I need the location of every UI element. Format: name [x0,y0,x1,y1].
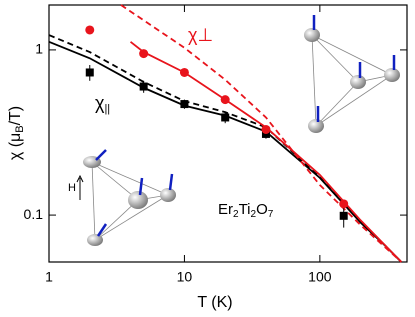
marker [180,100,189,109]
curve [120,4,402,263]
tetrahedron-right [304,15,400,133]
compound-part: Er [218,201,233,218]
compound-sub: 7 [268,209,274,220]
marker [179,67,189,77]
compound-part: O [256,201,268,218]
field-label: H [68,182,76,194]
marker [85,25,95,35]
tetrahedron-left [76,149,176,246]
marker [85,68,94,77]
y-tick-label: 0.1 [24,206,44,222]
y-tick-label: 1 [35,41,43,57]
y-label-part: /T) [7,106,24,126]
marker [339,199,349,209]
chi-perp-label: χ⊥ [188,25,213,45]
compound-label: Er2Ti2O7 [218,201,274,220]
marker [139,49,149,59]
compound-sub: 2 [251,209,257,220]
y-label-sub: B [14,125,26,132]
marker [139,82,148,91]
y-axis-label: χ (μB/T) [7,106,26,160]
marker [339,211,348,220]
marker [221,113,230,122]
x-tick-label: 1 [45,269,53,285]
x-tick-label: 100 [308,269,332,285]
plot-frame [48,4,408,263]
curve [48,34,403,263]
chi-par-sub: || [104,103,110,115]
chi-par-symbol: χ [95,93,105,113]
marker [261,124,271,134]
marker [220,95,230,105]
y-label-part: χ (μ [7,133,24,160]
x-axis-label: T (K) [197,294,232,311]
curve [129,41,403,263]
chi-par-label: χ|| [95,93,110,115]
compound-part: Ti [239,201,251,218]
x-tick-label: 10 [177,269,193,285]
compound-sub: 2 [233,209,239,220]
